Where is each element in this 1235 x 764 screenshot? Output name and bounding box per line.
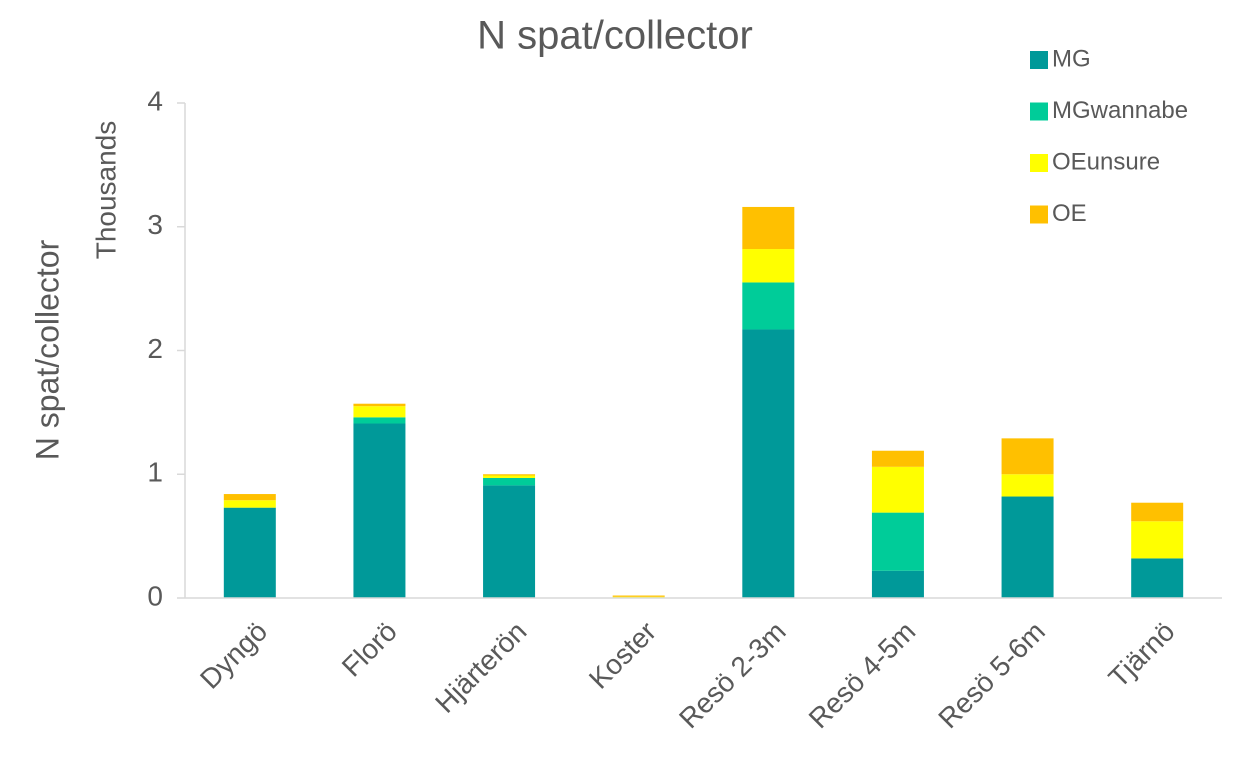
x-tick-label: Florö (336, 616, 403, 683)
bar-segment (742, 329, 795, 598)
bar-segment (612, 595, 665, 597)
bar-segment (742, 206, 795, 250)
legend-swatch (1030, 205, 1048, 224)
y-axis-label: N spat/collector (29, 239, 65, 460)
x-tick-label: Resö 4-5m (803, 616, 922, 735)
bar-segment (1001, 496, 1054, 598)
bar-segment (1001, 474, 1054, 497)
bar-segment (353, 403, 406, 407)
y-tick-label: 2 (147, 333, 163, 364)
x-tick-label: Hjärterön (429, 616, 532, 719)
bar-segment (871, 466, 924, 513)
bar-segment (742, 282, 795, 330)
bar-segment (1131, 521, 1184, 559)
bar-segment (1131, 558, 1184, 598)
bar-segment (353, 423, 406, 598)
bar-segment (223, 494, 276, 501)
legend-swatch (1030, 154, 1048, 172)
y-tick-label: 3 (147, 209, 163, 240)
bar-segment (871, 570, 924, 598)
bar-segment (871, 512, 924, 571)
bar-segment (223, 500, 276, 508)
bar-segment (483, 474, 536, 476)
bar-segment (742, 249, 795, 283)
bar-segment (1001, 438, 1054, 475)
bar-segment (871, 450, 924, 467)
bar-segment (483, 477, 536, 486)
legend-swatch (1030, 102, 1048, 121)
x-tick-label: Resö 2-3m (673, 616, 792, 735)
chart-title: N spat/collector (477, 14, 753, 58)
x-tick-label: Dyngö (194, 616, 273, 695)
legend-label: OEunsure (1052, 148, 1160, 175)
legend-label: OE (1052, 200, 1087, 227)
legend-label: MG (1052, 45, 1091, 72)
bar-segment (1131, 502, 1184, 522)
y-tick-label: 0 (147, 580, 163, 611)
bar-segment (353, 417, 406, 424)
bar-segment (483, 475, 536, 478)
legend-label: MGwannabe (1052, 97, 1188, 124)
y-tick-label: 4 (147, 85, 163, 116)
y-unit-label: Thousands (90, 121, 121, 260)
bar-segment (483, 485, 536, 598)
bar-segment (353, 406, 406, 418)
x-tick-label: Koster (583, 616, 662, 695)
x-tick-label: Tjärnö (1103, 616, 1181, 694)
bar-segment (223, 507, 276, 598)
y-tick-label: 1 (147, 457, 163, 488)
x-tick-label: Resö 5-6m (932, 616, 1051, 735)
legend-swatch (1030, 51, 1048, 69)
